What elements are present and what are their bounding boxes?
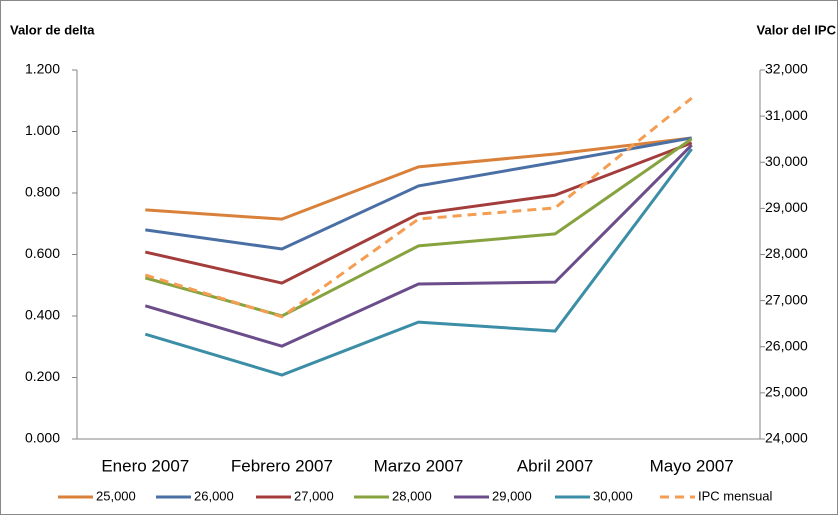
y2-tick-label: 25,000	[765, 384, 808, 400]
y-tick-label: 1.000	[25, 122, 60, 138]
y2-tick-label: 26,000	[765, 337, 808, 353]
y-tick-label: 0.000	[25, 430, 60, 446]
series-line	[144, 141, 693, 285]
legend-label: 29,000	[492, 488, 532, 503]
y2-tick-label: 29,000	[765, 199, 808, 215]
y2-tick-label: 30,000	[765, 153, 808, 169]
y-tick-label: 0.400	[25, 307, 60, 323]
y2-tick-label: 32,000	[765, 61, 808, 77]
y2-tick-label: 24,000	[765, 430, 808, 446]
y-tick-label: 0.800	[25, 184, 60, 200]
legend-label: IPC mensual	[698, 488, 773, 503]
x-tick-label: Febrero 2007	[231, 456, 333, 475]
y2-tick-label: 27,000	[765, 291, 808, 307]
x-tick-label: Mayo 2007	[650, 456, 734, 475]
series-line	[144, 148, 693, 377]
y-tick-label: 0.200	[25, 368, 60, 384]
legend-label: 26,000	[194, 488, 234, 503]
y2-axis-title: Valor del IPC	[757, 22, 837, 37]
y2-tick-label: 31,000	[765, 107, 808, 123]
y-tick-label: 1.200	[25, 61, 60, 77]
series-line	[144, 143, 693, 348]
series-line	[144, 96, 693, 319]
y2-tick-label: 28,000	[765, 245, 808, 261]
legend-label: 25,000	[96, 488, 136, 503]
x-tick-label: Abril 2007	[517, 456, 594, 475]
legend-label: 28,000	[392, 488, 432, 503]
series-line	[145, 136, 692, 251]
y-axis-title: Valor de delta	[10, 22, 95, 37]
series-line	[145, 136, 692, 221]
x-tick-label: Marzo 2007	[374, 456, 464, 475]
legend-label: 27,000	[294, 488, 334, 503]
y-tick-label: 0.600	[25, 245, 60, 261]
x-tick-label: Enero 2007	[101, 456, 189, 475]
legend-label: 30,000	[593, 488, 633, 503]
